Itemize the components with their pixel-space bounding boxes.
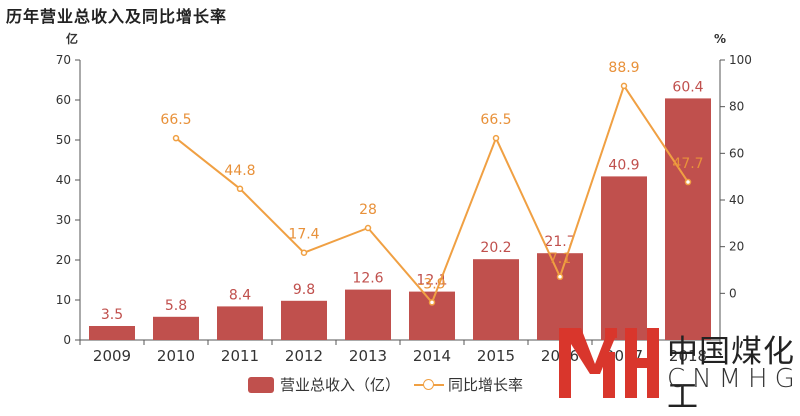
left-tick-label: 20 — [56, 253, 71, 267]
growth-point — [684, 178, 692, 186]
x-tick-label: 2015 — [477, 347, 515, 365]
growth-point — [428, 299, 436, 306]
bar — [89, 326, 135, 340]
right-tick-label: 20 — [729, 240, 744, 254]
bar — [217, 306, 263, 340]
bar — [409, 291, 455, 340]
left-tick-label: 10 — [56, 293, 71, 307]
legend-label-revenue: 营业总收入（亿） — [280, 376, 401, 394]
growth-point — [556, 273, 564, 281]
left-tick-label: 40 — [56, 173, 71, 187]
bar — [281, 300, 327, 340]
bar-value-label: 21.7 — [544, 234, 575, 250]
right-tick-label: 40 — [729, 193, 744, 207]
x-tick-label: 2014 — [413, 347, 451, 365]
bar-value-label: 5.8 — [165, 298, 187, 314]
growth-value-label: 28 — [359, 202, 377, 218]
mh-logo-icon — [559, 328, 659, 398]
growth-value-label: 66.5 — [160, 112, 191, 128]
combo-chart: 0 10 20 30 40 50 60 70 亿 0 20 40 60 80 100% 2009 2010 201… — [56, 31, 752, 365]
left-axis-unit: 亿 — [66, 31, 78, 46]
x-tick-label: 2012 — [285, 347, 323, 365]
legend-item-revenue[interactable]: 营业总收入（亿） — [248, 374, 400, 395]
right-axis-unit: % — [714, 32, 726, 46]
growth-value-label: 7.1 — [549, 251, 571, 267]
left-tick-label: 0 — [63, 333, 71, 347]
watermark-english-text: CNMHG — [667, 364, 800, 394]
growth-value-label: 17.4 — [288, 227, 319, 243]
legend-label-growth: 同比增长率 — [448, 376, 524, 394]
growth-value-label: 47.7 — [672, 156, 703, 172]
right-tick-label: 100 — [729, 53, 752, 67]
growth-value-label: 66.5 — [480, 112, 511, 128]
growth-point — [236, 185, 244, 193]
bar-value-label: 8.4 — [229, 287, 251, 303]
bar — [153, 316, 199, 340]
bar — [473, 259, 519, 340]
growth-point — [364, 224, 372, 232]
growth-value-label: 44.8 — [224, 163, 255, 179]
bar-value-label: 3.5 — [101, 307, 123, 323]
watermark-logo: 中国煤化工 CNMHG — [555, 322, 800, 415]
right-tick-label: 0 — [729, 286, 737, 300]
bar-value-label: 20.2 — [480, 240, 511, 256]
growth-point — [620, 82, 628, 90]
chart-title: 历年营业总收入及同比增长率 — [6, 7, 228, 26]
left-tick-label: 70 — [56, 53, 71, 67]
bar-value-label: 60.4 — [672, 79, 703, 95]
bar-value-label: 9.8 — [293, 282, 315, 298]
left-tick-label: 30 — [56, 213, 71, 227]
bar — [537, 253, 583, 340]
right-tick-label: 60 — [729, 146, 744, 160]
legend: 营业总收入（亿） 同比增长率 — [248, 374, 537, 395]
bar-value-label: 40.9 — [608, 157, 639, 173]
growth-point — [172, 134, 180, 142]
x-tick-label: 2018 — [669, 347, 707, 365]
right-tick-label: 80 — [729, 100, 744, 114]
legend-item-growth[interactable]: 同比增长率 — [414, 374, 523, 395]
growth-point — [492, 134, 500, 142]
legend-bar-swatch — [248, 376, 274, 393]
growth-value-label: -3.9 — [418, 276, 445, 292]
growth-point — [300, 249, 308, 256]
x-tick-label: 2013 — [349, 347, 387, 365]
x-tick-label: 2009 — [93, 347, 131, 365]
x-tick-label: 2010 — [157, 347, 195, 365]
bar — [345, 289, 391, 340]
bar — [665, 98, 711, 341]
left-tick-label: 60 — [56, 93, 71, 107]
left-tick-label: 50 — [56, 133, 71, 147]
growth-value-label: 88.9 — [608, 60, 639, 76]
legend-line-swatch — [414, 377, 445, 393]
x-tick-label: 2011 — [221, 347, 259, 365]
bar — [601, 176, 647, 340]
bar-value-label: 12.6 — [352, 271, 383, 287]
